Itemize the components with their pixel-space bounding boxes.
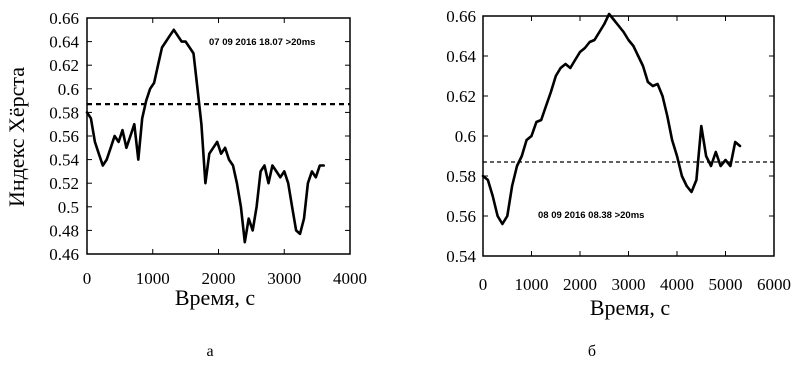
x-tick-labels-a: 0 1000 2000 3000 4000	[83, 269, 367, 288]
panel-a: 0 1000 2000 3000 4000 0.46 0.48 0.5 0.52 0.54 0.5…	[4, 9, 367, 360]
y-tick-label-b-0: 0.54	[446, 247, 476, 266]
y-tick-label-a-4: 0.54	[49, 151, 79, 170]
plot-frame-a	[86, 17, 351, 255]
x-tick-label-a-1: 1000	[136, 269, 170, 288]
panel-label-a: а	[206, 343, 213, 360]
y-tick-label-a-6: 0.58	[49, 103, 79, 122]
x-tick-label-b-6: 6000	[757, 275, 791, 294]
series-a	[85, 28, 326, 244]
grid-b	[482, 15, 775, 257]
y-tick-label-b-1: 0.56	[446, 207, 476, 226]
x-tick-label-a-0: 0	[83, 269, 92, 288]
x-tick-label-a-2: 2000	[202, 269, 236, 288]
x-tick-label-b-0: 0	[479, 275, 488, 294]
y-tick-label-a-0: 0.46	[49, 245, 79, 264]
y-tick-label-b-4: 0.62	[446, 87, 476, 106]
y-tick-labels-b: 0.54 0.56 0.58 0.6 0.62 0.64 0.66	[446, 7, 476, 266]
x-axis-label-b: Время, с	[590, 295, 670, 320]
x-tick-label-b-4: 4000	[660, 275, 694, 294]
x-tick-label-b-5: 5000	[709, 275, 743, 294]
y-axis-label-a: Индекс Хёрста	[4, 67, 29, 207]
y-tick-label-b-6: 0.66	[446, 7, 476, 26]
panel-b: 0 1000 2000 3000 4000 5000 6000 0.540.560.580.…	[446, 7, 791, 360]
x-axis-label-a: Время, с	[175, 285, 255, 310]
grid-a	[86, 17, 351, 255]
series-line-a-0	[85, 28, 326, 244]
x-tick-label-b-1: 1000	[515, 275, 549, 294]
x-tick-label-b-2: 2000	[563, 275, 597, 294]
annotation-a: 07 09 2016 18.07 >20ms	[209, 37, 315, 48]
y-tick-label-a-2: 0.5	[58, 198, 79, 217]
y-tick-labels-a: 0.46 0.48 0.5 0.52 0.54 0.56 0.58 0.6 0.62 0.64 0.…	[49, 9, 79, 264]
y-tick-label-a-10: 0.66	[49, 9, 79, 28]
y-tick-label-b-3: 0.6	[455, 127, 476, 146]
y-tick-label-a-5: 0.56	[49, 127, 79, 146]
series-line-b-0	[481, 12, 742, 226]
x-tick-labels-b: 0 1000 2000 3000 4000 5000 6000	[479, 275, 791, 294]
y-tick-label-a-3: 0.52	[49, 174, 79, 193]
y-tick-label-a-9: 0.64	[49, 33, 79, 52]
x-tick-label-b-3: 3000	[612, 275, 646, 294]
y-tick-label-b-2: 0.58	[446, 167, 476, 186]
x-tick-label-a-3: 3000	[267, 269, 301, 288]
y-tick-label-a-7: 0.6	[58, 80, 79, 99]
series-b	[481, 12, 742, 226]
annotation-b: 08 09 2016 08.38 >20ms	[538, 210, 644, 221]
y-tick-label-b-5: 0.64	[446, 47, 476, 66]
panel-label-b: б	[588, 343, 596, 360]
x-tick-label-a-4: 4000	[333, 269, 367, 288]
y-tick-label-a-1: 0.48	[49, 221, 79, 240]
y-tick-label-a-8: 0.62	[49, 56, 79, 75]
